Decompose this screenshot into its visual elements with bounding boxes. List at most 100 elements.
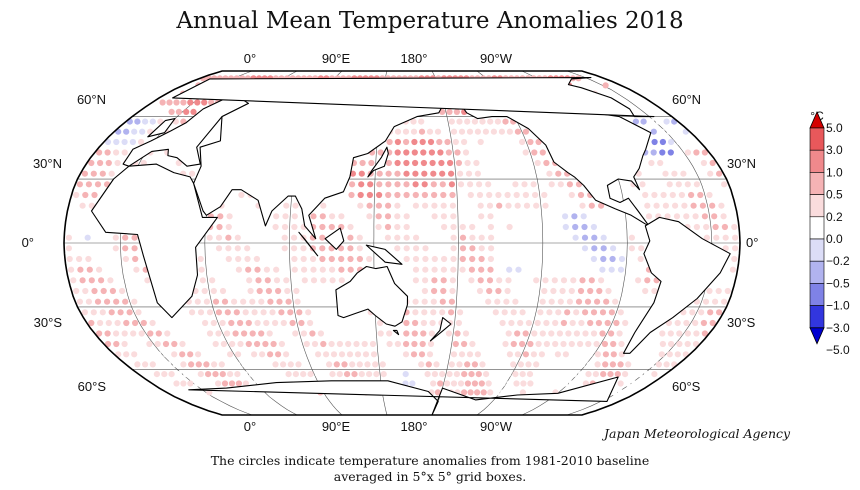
anomaly-dot	[697, 191, 704, 199]
anomaly-dot	[302, 287, 309, 295]
anomaly-dot	[412, 309, 419, 316]
anomaly-dot	[487, 223, 494, 231]
anomaly-dot	[161, 108, 168, 115]
anomaly-dot	[330, 351, 338, 358]
anomaly-dot	[585, 340, 592, 348]
anomaly-dot	[444, 138, 451, 146]
anomaly-dot	[500, 389, 507, 396]
anomaly-dot	[256, 287, 263, 295]
anomaly-dot	[253, 245, 260, 252]
lon-label-top-90w: 90°W	[480, 51, 513, 66]
anomaly-dot	[505, 330, 512, 337]
legend-tick-label: −1.0	[826, 299, 850, 313]
anomaly-dot	[132, 319, 139, 327]
anomaly-dot	[648, 118, 655, 125]
anomaly-dot	[278, 340, 285, 348]
anomaly-dot	[525, 223, 532, 231]
anomaly-dot	[90, 170, 97, 177]
anomaly-dot	[512, 371, 519, 378]
anomaly-dot	[565, 330, 572, 337]
anomaly-dot	[116, 277, 123, 284]
anomaly-dot	[720, 213, 727, 220]
anomaly-dot	[403, 213, 410, 220]
anomaly-dot	[468, 213, 475, 220]
anomaly-dot	[701, 330, 709, 337]
anomaly-dot	[637, 223, 644, 231]
lat-label-right-60s: 60°S	[672, 379, 701, 394]
anomaly-dot	[358, 371, 365, 378]
anomaly-dot	[319, 234, 326, 241]
anomaly-dot	[712, 223, 719, 231]
anomaly-dot	[263, 319, 270, 327]
anomaly-dot	[692, 138, 700, 146]
anomaly-dot	[431, 287, 438, 295]
anomaly-dot	[284, 287, 291, 295]
anomaly-dot	[76, 181, 83, 188]
anomaly-dot	[411, 340, 418, 348]
anomaly-dot	[473, 319, 480, 327]
anomaly-dot	[572, 245, 579, 252]
anomaly-dot	[552, 213, 559, 220]
anomaly-dot	[447, 159, 454, 167]
anomaly-dot	[482, 351, 489, 358]
legend-swatch	[809, 127, 825, 151]
anomaly-dot	[560, 277, 568, 284]
anomaly-dot	[315, 351, 322, 358]
anomaly-dot	[527, 340, 534, 348]
anomaly-dot	[659, 340, 667, 348]
anomaly-dot	[495, 191, 502, 199]
anomaly-dot	[505, 371, 512, 378]
anomaly-dot	[485, 181, 492, 188]
anomaly-dot	[359, 319, 366, 327]
anomaly-dot	[428, 330, 435, 337]
anomaly-dot	[637, 255, 644, 263]
anomaly-dot	[519, 170, 526, 177]
anomaly-dot	[483, 371, 490, 378]
anomaly-dot	[522, 191, 530, 199]
anomaly-dot	[236, 277, 244, 284]
anomaly-dot	[487, 266, 494, 273]
anomaly-dot	[618, 255, 626, 263]
anomaly-dot	[244, 223, 251, 231]
anomaly-dot	[431, 371, 438, 378]
anomaly-dot	[466, 351, 474, 358]
anomaly-dot	[287, 361, 294, 368]
anomaly-dot	[122, 234, 129, 241]
coastline	[90, 163, 218, 319]
anomaly-dot	[542, 277, 549, 284]
anomaly-dot	[269, 309, 276, 316]
anomaly-dot	[394, 159, 401, 167]
anomaly-dot	[85, 255, 92, 263]
anomaly-dot	[229, 287, 236, 295]
map-border	[63, 70, 741, 416]
anomaly-dot	[445, 149, 452, 156]
anomaly-dot	[563, 361, 571, 368]
anomaly-dot	[103, 234, 110, 241]
anomaly-dot	[476, 298, 483, 305]
anomaly-dot	[417, 371, 424, 378]
anomaly-dot	[193, 319, 200, 327]
anomaly-dot	[557, 181, 564, 188]
anomaly-dot	[541, 371, 548, 378]
anomaly-dot	[702, 181, 710, 188]
anomaly-dot	[206, 330, 214, 337]
anomaly-dot	[73, 287, 80, 295]
anomaly-dot	[227, 351, 234, 358]
anomaly-dot	[569, 319, 576, 327]
anomaly-dot	[450, 255, 457, 263]
anomaly-dot	[562, 351, 570, 358]
anomaly-dot	[113, 138, 120, 146]
anomaly-dot	[131, 245, 138, 252]
anomaly-dot	[253, 223, 260, 231]
anomaly-dot	[370, 351, 378, 358]
anomaly-dot	[609, 361, 617, 368]
anomaly-dot	[633, 191, 640, 199]
anomaly-dot	[517, 361, 525, 368]
anomaly-dot	[450, 234, 457, 241]
anomaly-dot	[645, 213, 653, 220]
anomaly-dot	[572, 223, 579, 231]
anomaly-dot	[105, 159, 112, 167]
anomaly-dot	[330, 287, 337, 295]
anomaly-dot	[667, 149, 674, 156]
anomaly-dot	[702, 298, 710, 305]
